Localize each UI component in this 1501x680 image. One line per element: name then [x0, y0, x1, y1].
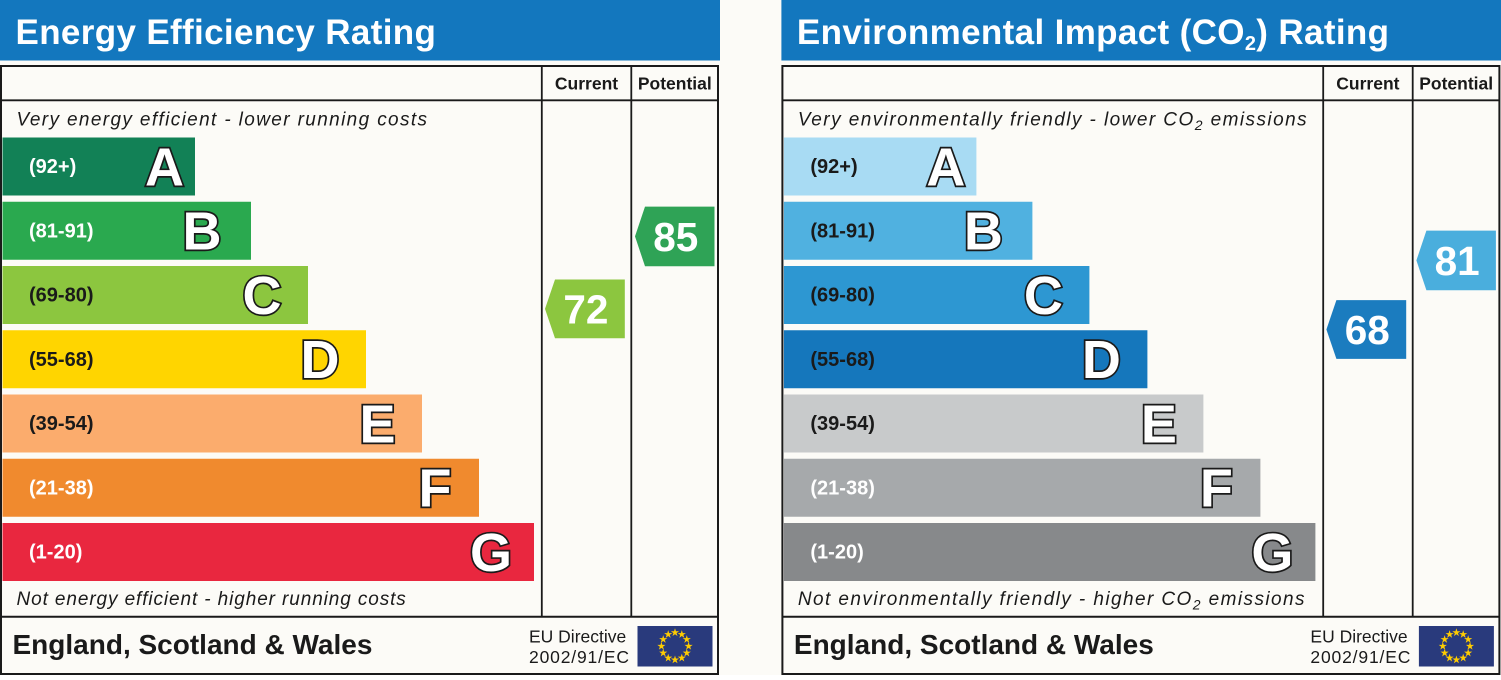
- svg-text:D: D: [301, 330, 340, 390]
- svg-text:2002/91/EC: 2002/91/EC: [1310, 647, 1410, 667]
- svg-text:Potential: Potential: [638, 74, 712, 94]
- svg-text:Current: Current: [555, 74, 618, 94]
- svg-text:Potential: Potential: [1419, 74, 1493, 94]
- svg-text:A: A: [926, 137, 965, 197]
- svg-text:(39-54): (39-54): [29, 413, 93, 435]
- svg-text:G: G: [470, 523, 512, 583]
- svg-text:(55-68): (55-68): [29, 349, 93, 371]
- svg-text:B: B: [964, 202, 1003, 262]
- svg-text:Current: Current: [1336, 74, 1399, 94]
- svg-text:D: D: [1082, 330, 1121, 390]
- svg-text:England, Scotland & Wales: England, Scotland & Wales: [794, 629, 1154, 660]
- svg-text:Not energy efficient - higher: Not energy efficient - higher running co…: [17, 589, 407, 610]
- svg-text:(21-38): (21-38): [810, 477, 874, 499]
- svg-text:Energy Efficiency Rating: Energy Efficiency Rating: [16, 13, 437, 52]
- svg-text:A: A: [145, 137, 184, 197]
- svg-text:B: B: [183, 202, 222, 262]
- svg-text:(1-20): (1-20): [810, 542, 863, 564]
- svg-text:(81-91): (81-91): [29, 220, 93, 242]
- svg-text:Very environmentally friendly: Very environmentally friendly - lower CO…: [798, 110, 1307, 134]
- svg-text:E: E: [1141, 394, 1177, 454]
- svg-text:EU Directive: EU Directive: [1310, 627, 1407, 647]
- svg-text:Not environmentally friendly -: Not environmentally friendly - higher CO…: [798, 589, 1305, 613]
- svg-text:(1-20): (1-20): [29, 542, 82, 564]
- svg-text:F: F: [1200, 459, 1233, 519]
- svg-text:C: C: [1024, 266, 1063, 326]
- svg-text:(39-54): (39-54): [810, 413, 874, 435]
- svg-text:(21-38): (21-38): [29, 477, 93, 499]
- svg-text:(81-91): (81-91): [810, 220, 874, 242]
- svg-text:(92+): (92+): [29, 156, 76, 178]
- svg-text:68: 68: [1345, 307, 1390, 353]
- svg-text:(55-68): (55-68): [810, 349, 874, 371]
- svg-text:(92+): (92+): [810, 156, 857, 178]
- svg-text:Very energy efficient - lower: Very energy efficient - lower running co…: [17, 110, 428, 131]
- svg-text:85: 85: [653, 214, 698, 260]
- svg-text:F: F: [419, 459, 452, 519]
- svg-text:EU Directive: EU Directive: [529, 627, 626, 647]
- svg-text:C: C: [243, 266, 282, 326]
- svg-text:2002/91/EC: 2002/91/EC: [529, 647, 629, 667]
- svg-text:72: 72: [563, 287, 608, 333]
- svg-text:England, Scotland & Wales: England, Scotland & Wales: [13, 629, 373, 660]
- svg-text:81: 81: [1435, 238, 1480, 284]
- svg-text:E: E: [359, 394, 395, 454]
- svg-text:Environmental Impact (CO2) Rat: Environmental Impact (CO2) Rating: [797, 13, 1389, 55]
- svg-text:G: G: [1251, 523, 1293, 583]
- svg-text:(69-80): (69-80): [810, 285, 874, 307]
- svg-text:(69-80): (69-80): [29, 285, 93, 307]
